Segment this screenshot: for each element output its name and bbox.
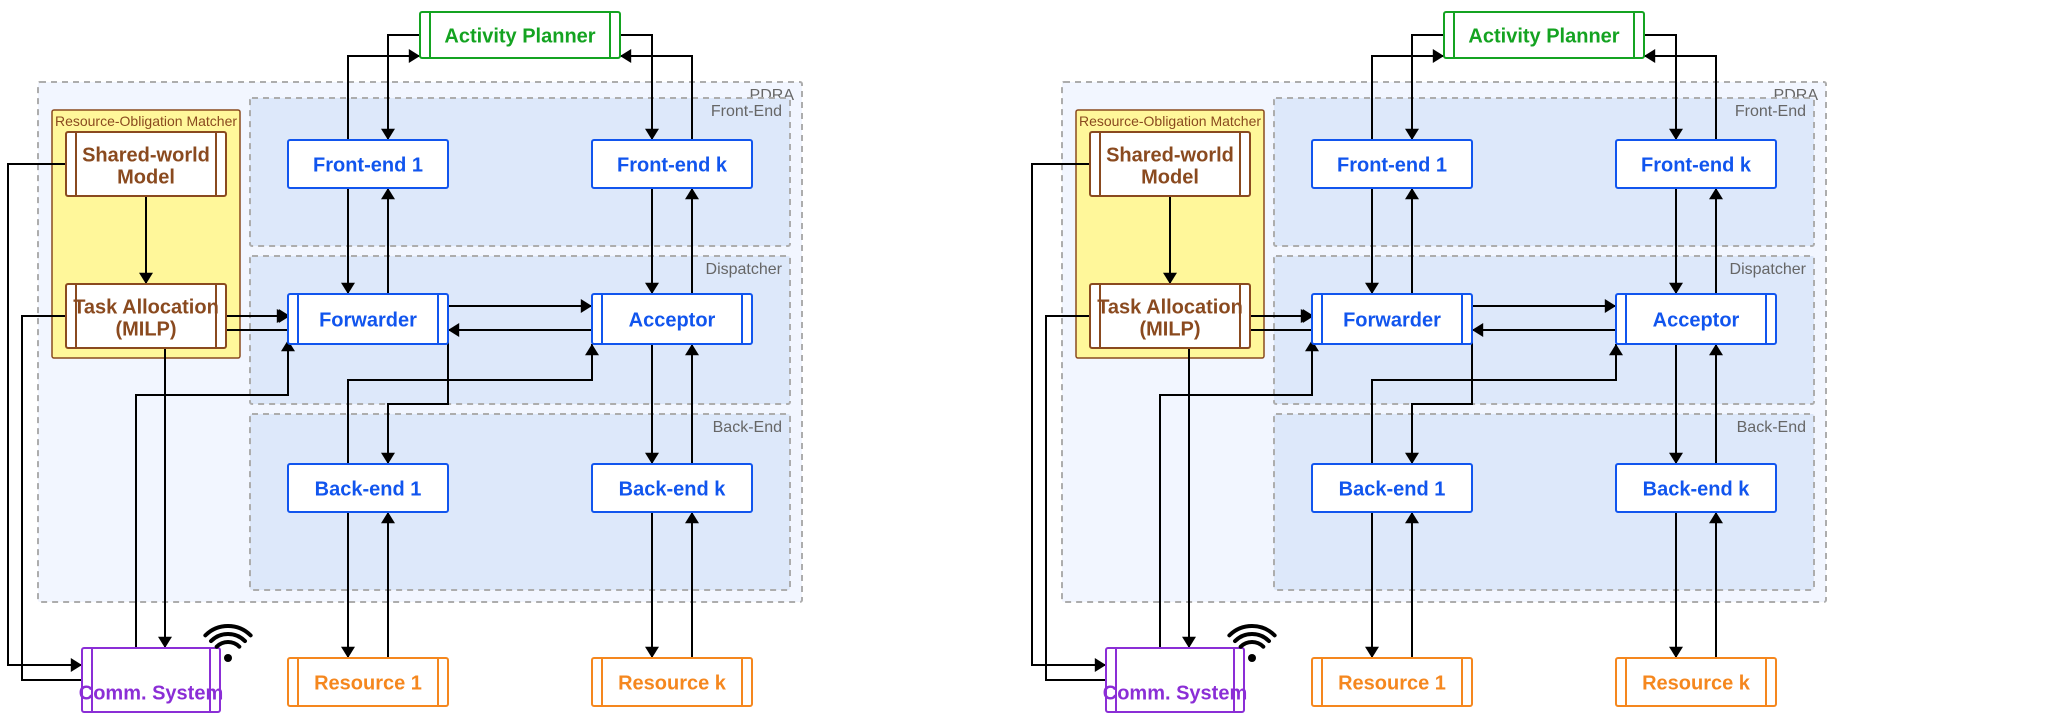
svg-text:Resource-Obligation Matcher: Resource-Obligation Matcher bbox=[55, 113, 237, 129]
svg-text:Front-End: Front-End bbox=[711, 103, 782, 120]
svg-text:Dispatcher: Dispatcher bbox=[1730, 261, 1807, 278]
svg-text:Dispatcher: Dispatcher bbox=[706, 261, 783, 278]
svg-text:Resource 1: Resource 1 bbox=[1338, 672, 1446, 694]
svg-text:Front-end 1: Front-end 1 bbox=[313, 154, 423, 176]
svg-text:Back-end 1: Back-end 1 bbox=[1339, 478, 1446, 500]
svg-text:Activity Planner: Activity Planner bbox=[444, 25, 595, 47]
svg-text:Back-End: Back-End bbox=[713, 419, 782, 436]
svg-text:Front-end k: Front-end k bbox=[617, 154, 728, 176]
svg-text:Forwarder: Forwarder bbox=[1343, 309, 1441, 331]
svg-text:Front-end 1: Front-end 1 bbox=[1337, 154, 1447, 176]
svg-text:Front-end k: Front-end k bbox=[1641, 154, 1752, 176]
svg-text:Acceptor: Acceptor bbox=[629, 309, 716, 331]
svg-text:Resource k: Resource k bbox=[1642, 672, 1751, 694]
svg-text:Resource k: Resource k bbox=[618, 672, 727, 694]
svg-text:Back-end k: Back-end k bbox=[619, 478, 727, 500]
svg-text:Shared-world: Shared-world bbox=[82, 144, 210, 166]
svg-text:Shared-world: Shared-world bbox=[1106, 144, 1234, 166]
svg-text:Task Allocation: Task Allocation bbox=[73, 296, 219, 318]
svg-text:(MILP): (MILP) bbox=[115, 318, 176, 340]
svg-text:(MILP): (MILP) bbox=[1139, 318, 1200, 340]
svg-text:Back-End: Back-End bbox=[1737, 419, 1806, 436]
svg-text:Back-end 1: Back-end 1 bbox=[315, 478, 422, 500]
svg-text:Front-End: Front-End bbox=[1735, 103, 1806, 120]
svg-text:Back-end k: Back-end k bbox=[1643, 478, 1751, 500]
svg-text:Activity Planner: Activity Planner bbox=[1468, 25, 1619, 47]
svg-text:Comm. System: Comm. System bbox=[1103, 682, 1248, 704]
svg-text:Comm. System: Comm. System bbox=[79, 682, 224, 704]
svg-text:Model: Model bbox=[1141, 166, 1199, 188]
svg-text:Acceptor: Acceptor bbox=[1653, 309, 1740, 331]
svg-text:Resource 1: Resource 1 bbox=[314, 672, 422, 694]
svg-text:Task Allocation: Task Allocation bbox=[1097, 296, 1243, 318]
svg-text:Resource-Obligation Matcher: Resource-Obligation Matcher bbox=[1079, 113, 1261, 129]
svg-text:Forwarder: Forwarder bbox=[319, 309, 417, 331]
svg-text:Model: Model bbox=[117, 166, 175, 188]
